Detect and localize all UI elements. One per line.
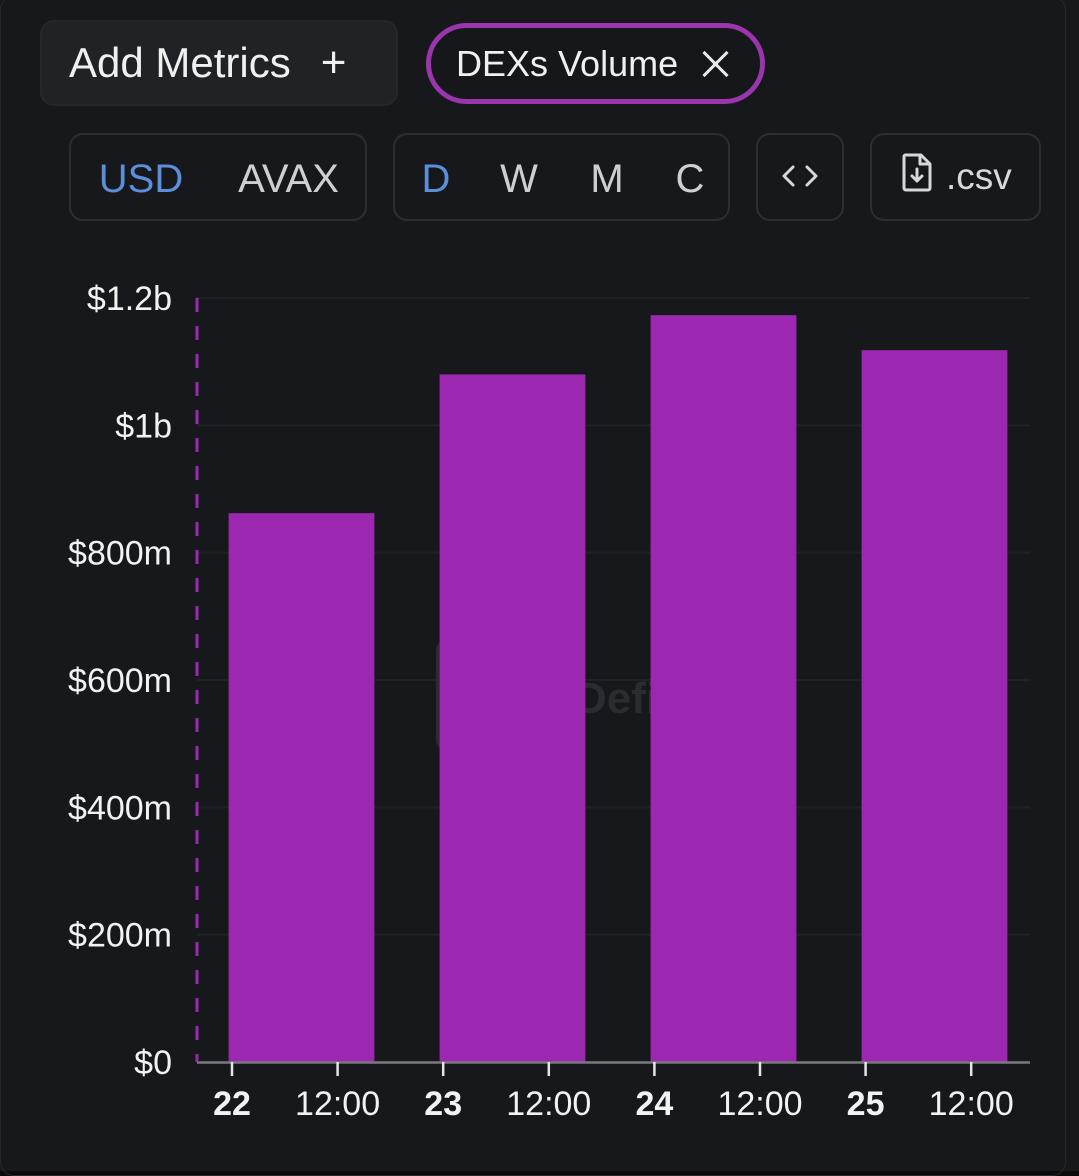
x-tick-label: 22 [213,1085,251,1123]
x-tick-label: 12:00 [295,1085,380,1123]
x-tick-label: 12:00 [717,1085,802,1123]
y-tick-label: $200m [68,917,172,955]
currency-toggle-group: USD AVAX [69,133,367,221]
code-icon [780,154,820,201]
metric-chip-dexs-volume[interactable]: DEXs Volume [426,23,765,104]
x-tick-label: 12:00 [506,1085,591,1123]
y-tick-label: $0 [134,1044,172,1082]
csv-label: .csv [946,156,1012,197]
add-metrics-button[interactable]: Add Metrics + [40,20,398,106]
bar-25[interactable] [861,350,1008,1062]
y-tick-label: $600m [68,662,172,700]
plus-icon: + [320,38,347,87]
x-tick-label: 12:00 [929,1085,1014,1123]
download-csv-button[interactable]: .csv [870,133,1041,221]
period-option-day[interactable]: D [421,156,451,201]
embed-code-button[interactable] [756,133,844,221]
x-tick-label: 24 [635,1085,673,1123]
currency-option-usd[interactable]: USD [98,156,184,201]
x-tick-label: 25 [847,1085,885,1123]
period-option-week[interactable]: W [500,156,538,201]
y-tick-label: $400m [68,789,172,827]
bar-23[interactable] [439,374,586,1062]
x-tick-label: 23 [424,1085,462,1123]
watermark-text: Defi [575,674,658,723]
period-option-month[interactable]: M [590,156,624,201]
file-download-icon [900,152,934,202]
y-tick-label: $1.2b [87,280,172,318]
y-tick-label: $800m [68,535,172,573]
metric-chip-label: DEXs Volume [456,42,679,84]
bar-24[interactable] [650,315,797,1062]
bar-22[interactable] [228,513,375,1062]
period-toggle-group: D W M C [393,133,730,221]
period-option-cumulative[interactable]: C [675,156,705,201]
currency-option-avax[interactable]: AVAX [238,156,339,201]
y-tick-label: $1b [115,407,172,445]
add-metrics-label: Add Metrics [69,39,291,86]
